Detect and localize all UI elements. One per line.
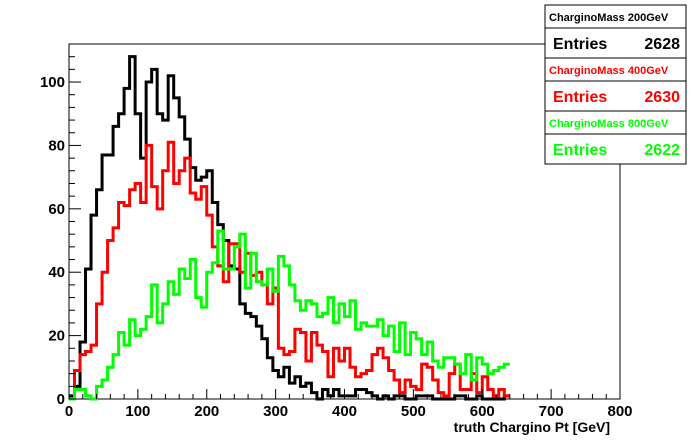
legend-entries-label: Entries (553, 36, 607, 53)
series-layer (69, 55, 510, 401)
y-tick-label: 100 (40, 74, 65, 91)
x-tick-label: 100 (125, 403, 150, 420)
legend-series-name: CharginoMass 200GeV (549, 12, 669, 24)
x-axis-title: truth Chargino Pt [GeV] (454, 419, 610, 435)
y-tick-label: 20 (48, 328, 65, 345)
x-tick-label: 500 (401, 403, 426, 420)
legend-series-name: CharginoMass 400GeV (549, 65, 669, 77)
x-tick-label: 400 (332, 403, 357, 420)
legend-box-1: CharginoMass 400GeV Entries 2630 (544, 57, 687, 112)
x-tick-label: 800 (607, 403, 632, 420)
x-tick-label: 700 (539, 403, 564, 420)
legend-box-frame (544, 4, 687, 59)
x-tick-label: 300 (263, 403, 288, 420)
y-tick-label: 80 (48, 137, 65, 154)
legend-entries-value: 2622 (644, 142, 680, 159)
y-tick-label: 60 (48, 201, 65, 218)
legend-entries-label: Entries (553, 142, 607, 159)
series-line-1 (69, 140, 510, 401)
legend-entries-label: Entries (553, 89, 607, 106)
y-tick-label: 0 (57, 391, 65, 408)
legend-series-name: CharginoMass 800GeV (549, 118, 669, 130)
x-tick-label: 0 (65, 403, 73, 420)
series-line-2 (69, 229, 510, 401)
legend-box-frame (544, 57, 687, 112)
legend-box-2: CharginoMass 800GeV Entries 2622 (544, 110, 687, 165)
legend-box-frame (544, 110, 687, 165)
y-tick-label: 40 (48, 264, 65, 281)
legend-entries-value: 2630 (644, 89, 680, 106)
legend-entries-value: 2628 (644, 36, 680, 53)
legend-box-0: CharginoMass 200GeV Entries 2628 (544, 4, 687, 59)
x-tick-label: 200 (194, 403, 219, 420)
axis-layer: 0 100 200 300 400 500 600 700 800 0 20 40 60 80 100 (40, 43, 633, 420)
x-tick-label: 600 (470, 403, 495, 420)
plot-frame (68, 43, 621, 400)
series-line-0 (69, 55, 510, 401)
